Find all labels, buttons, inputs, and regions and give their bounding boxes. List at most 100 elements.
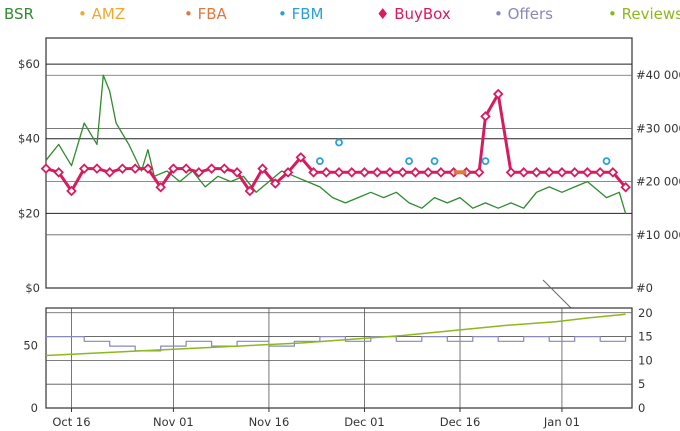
buybox-point [492,88,504,100]
buybox-point [155,181,166,193]
buybox-point [91,163,103,174]
fbm-point [315,157,324,166]
reviews-axis: 0 50 [23,339,38,416]
buybox-point [569,167,580,178]
buybox-point [104,167,115,178]
buybox-point [180,163,192,174]
buybox-point [320,167,332,178]
buybox-point [435,167,447,178]
buybox-point [480,111,491,122]
fbm-point [481,157,490,166]
buybox-point [505,167,517,178]
offers-tick-label: 15 [638,330,653,344]
legend-marker-offers: • [494,5,508,23]
offers-axis: 0 5 10 15 20 [638,306,653,415]
reviews-tick-label: 50 [23,339,38,353]
date-tick-label: Dec 01 [344,415,385,429]
buybox-point [397,167,408,178]
reviews-tick-label: 0 [31,401,38,415]
legend-label-amz: AMZ [92,5,125,23]
legend-marker-buybox: ♦ [376,5,394,23]
legend-label-reviews: Reviews [622,5,680,23]
buybox-point [518,167,529,178]
bsr-axis: #0 #10 000 #20 000 #30 000 #40 000 [636,68,680,295]
buybox-point [282,167,294,178]
legend-marker-fbm: • [278,5,292,23]
date-tick-label: Nov 01 [153,415,194,429]
price-axis: $0 $20 $40 $60 [18,57,40,295]
legend-label-fba: FBA [198,5,228,23]
bsr-tick-label: #40 000 [636,68,680,82]
offers-plot-series [45,313,627,357]
buybox-point [607,167,619,178]
buybox-point [333,167,345,178]
legend-label-bsr: BSR [4,5,34,23]
legend-marker-reviews: • [608,5,622,23]
buybox-point [117,163,128,174]
buybox-point [422,167,434,178]
legend-marker-amz: • [78,5,92,23]
date-tick-label: Oct 16 [52,415,90,429]
legend-label-offers: Offers [508,5,554,23]
buybox-point [257,163,268,174]
offers-tick-label: 5 [638,377,645,391]
buybox-point [244,185,256,197]
bsr-tick-label: #10 000 [636,228,680,242]
buybox-point [219,163,230,174]
legend-item-offers: • Offers [494,5,553,23]
date-tick-label: Jan 01 [543,415,580,429]
bsr-line [45,74,627,214]
offers-tick-label: 10 [638,353,653,367]
buybox-point [270,178,281,189]
legend-item-bsr: BSR [4,5,34,23]
legend-marker-fba: • [184,5,198,23]
buybox-point [206,163,217,174]
buybox-point [371,167,383,178]
offers-tick-label: 0 [638,401,645,415]
buybox-point [594,167,606,178]
buybox-point [531,167,542,178]
buybox-point [384,167,396,178]
date-tick-label: Dec 16 [440,415,481,429]
buybox-point [473,167,485,178]
buybox-point [66,185,77,197]
price-plot-series [40,74,631,214]
price-tick-label: $40 [18,132,40,146]
legend-item-buybox: ♦ BuyBox [376,5,451,23]
price-plot-gridlines [46,63,632,236]
bsr-tick-label: #0 [636,281,653,295]
buybox-point [308,167,319,178]
buybox-point [231,167,243,178]
bsr-tick-label: #30 000 [636,121,680,135]
fbm-point [430,157,439,166]
fbm-point [602,157,611,166]
chart-legend: BSR • AMZ • FBA • FBM ♦ BuyBox • Offers • Revi… [4,5,680,23]
date-tick-label: Nov 16 [249,415,290,429]
buybox-point [543,167,555,178]
price-tick-label: $60 [18,57,40,71]
buybox-point [193,167,205,178]
reviews-line [45,313,626,357]
zoom-connector-line [542,279,576,313]
price-tick-label: $0 [25,281,40,295]
offers-plot-frame [45,307,633,409]
legend-item-fbm: • FBM [278,5,324,23]
buybox-point [129,163,141,174]
buybox-point [359,167,370,178]
fbm-point [405,157,413,166]
buybox-point [53,167,65,178]
legend-item-fba: • FBA [184,5,228,23]
fbm-point [335,138,343,147]
buybox-point [168,163,179,174]
buybox-point [142,163,154,174]
buybox-point [556,167,568,178]
buybox-point [295,152,307,163]
price-tick-label: $20 [18,206,40,220]
buybox-point [410,167,421,178]
bsr-tick-label: #20 000 [636,175,680,189]
legend-label-fbm: FBM [292,5,324,23]
legend-item-reviews: • Reviews [608,5,680,23]
legend-item-amz: • AMZ [78,5,125,23]
buybox-point [620,181,631,193]
